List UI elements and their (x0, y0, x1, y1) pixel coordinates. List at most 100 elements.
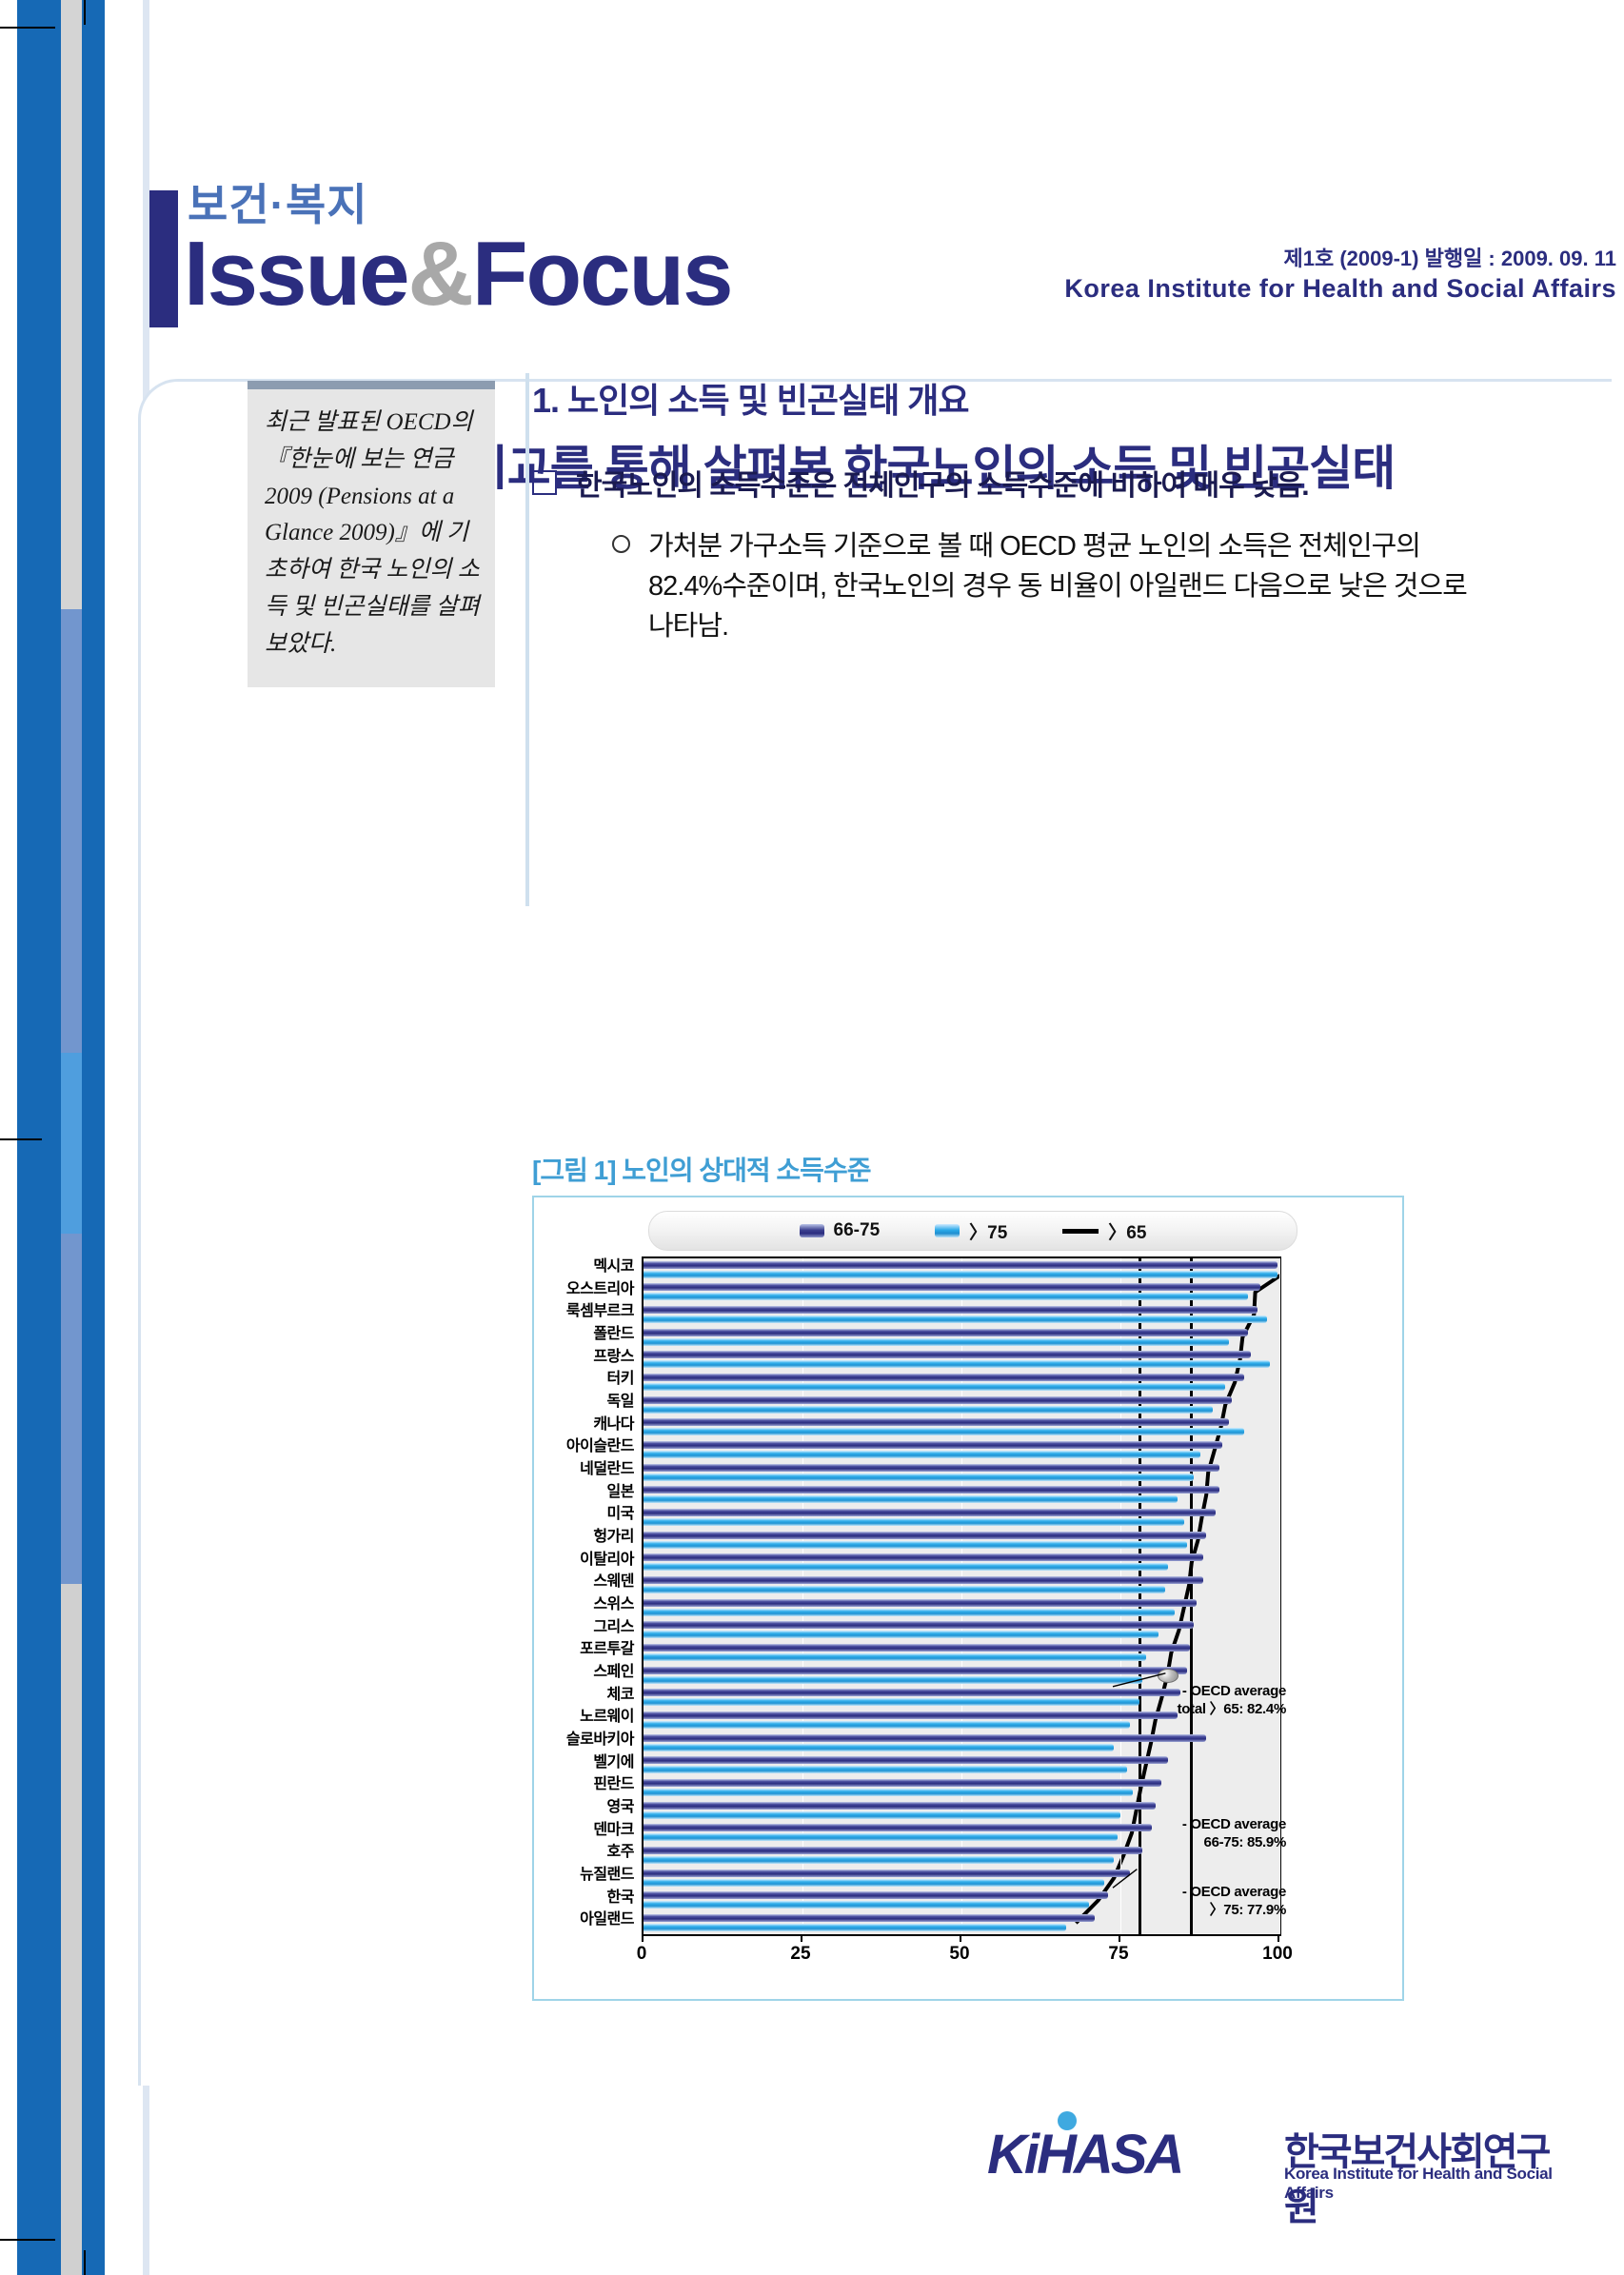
chart-bar-66-75 (644, 1440, 1222, 1449)
chart-category-label: 미국 (606, 1506, 635, 1523)
chart-bar-over-75 (644, 1810, 1120, 1819)
left-rail-secondary (82, 0, 105, 2275)
chart-bar-66-75 (644, 1869, 1131, 1877)
chart-bar-66-75 (644, 1733, 1207, 1742)
left-rail-segment-lightblue (61, 1053, 82, 1234)
chart-bar-66-75 (644, 1463, 1219, 1472)
chart-bar-66-75 (644, 1395, 1232, 1404)
annotation-oecd-total-65: - OECD average total 〉65: 82.4% (1115, 1682, 1287, 1719)
page-body: 보건·복지 Issue&Focus 제1호 (2009-1) 발행일 : 200… (138, 0, 1624, 2275)
chart-gridline (802, 1258, 803, 1934)
chart-category-label: 그리스 (593, 1618, 634, 1635)
figure-caption: [그림 1] 노인의 상대적 소득수준 (532, 1156, 871, 1185)
chart-gridline (1279, 1258, 1280, 1934)
chart-bar-66-75 (644, 1891, 1108, 1900)
chart-bar-over-75 (644, 1270, 1277, 1278)
chart-bar-over-75 (644, 1450, 1200, 1458)
chart-bar-66-75 (644, 1643, 1191, 1652)
chart-category-label: 멕시코 (593, 1257, 634, 1275)
legend-item-over-75: 〉75 (935, 1218, 1007, 1244)
chart-bar-66-75 (644, 1913, 1096, 1922)
chart-bar-over-75 (644, 1652, 1146, 1661)
chart-x-axis: 0 25 50 75 100 (637, 1934, 1293, 1974)
chart-category-label: 이탈리아 (580, 1551, 634, 1568)
chart-category-label: 한국 (606, 1889, 635, 1906)
chart-x-tick-label: 25 (790, 1944, 811, 1964)
summary-box-text: 최근 발표된 OECD의 『한눈에 보는 연금2009 (Pensions at… (248, 389, 495, 688)
chart-x-tick (1277, 1934, 1279, 1942)
chart-bar-66-75 (644, 1283, 1260, 1292)
chart-x-tick-label: 0 (636, 1944, 647, 1964)
chart-bar-over-75 (644, 1337, 1229, 1346)
annotation-oecd-total-65-line1: - OECD average (1181, 1682, 1286, 1699)
institute-name-english: Korea Institute for Health and Social Af… (1064, 274, 1616, 303)
circle-bullet-icon (612, 535, 630, 554)
chart-x-tick-label: 50 (949, 1944, 970, 1964)
chart-bar-over-75 (644, 1360, 1270, 1369)
chart-category-label: 포르투갈 (580, 1641, 634, 1658)
chart-category-label: 네덜란드 (580, 1460, 634, 1477)
annotation-oecd-total-65-line2: total 〉65: 82.4% (1177, 1700, 1287, 1717)
chart-bar-66-75 (644, 1305, 1258, 1314)
chart-bar-over-75 (644, 1563, 1169, 1572)
left-rail-segment-midblue-2 (61, 1234, 82, 1584)
square-bullet-icon (532, 470, 557, 495)
footer-org-korean: 한국보건사회연구원 (1284, 2131, 1551, 2228)
chart-highlight-marker (1158, 1669, 1179, 1684)
bullet-level-2: 가처분 가구소득 기준으로 볼 때 OECD 평균 노인의 소득은 전체인구의 … (612, 526, 1484, 646)
footer-logo: KiHASA 한국보건사회연구원 Korea Institute for Hea… (987, 2106, 1577, 2228)
chart-bar-over-75 (644, 1923, 1067, 1931)
chart-category-labels: 멕시코 오스트리아 룩셈부르크 폴란드 프랑스 터키 독일 캐나다 아이슬란드 네덜란드 일본 미국 헝… (534, 1256, 639, 1936)
chart-bar-over-75 (644, 1720, 1131, 1729)
chart-bar-66-75 (644, 1531, 1207, 1539)
annotation-oecd-66-75-line2: 66-75: 85.9% (1203, 1833, 1287, 1850)
legend-label-over-75: 〉75 (969, 1222, 1008, 1243)
chart-bar-66-75 (644, 1711, 1178, 1719)
chart-category-label: 아이슬란드 (565, 1438, 635, 1455)
chart-bar-over-75 (644, 1405, 1213, 1414)
chart-category-label: 아일랜드 (580, 1911, 634, 1929)
chart-category-label: 터키 (606, 1371, 635, 1388)
masthead-issue-word: Issue (184, 223, 409, 325)
chart-x-tick (1119, 1934, 1120, 1942)
chart-category-label: 노르웨이 (580, 1709, 634, 1726)
chart-bar-66-75 (644, 1666, 1188, 1674)
crop-mark-tl-v (84, 0, 86, 25)
chart-legend: 66-75 〉75 〉65 (648, 1211, 1297, 1251)
chart-bar-66-75 (644, 1508, 1217, 1516)
chart-bar-over-75 (644, 1788, 1134, 1796)
chart-category-label: 핀란드 (593, 1776, 634, 1793)
chart-bar-over-75 (644, 1743, 1115, 1751)
legend-item-66-75: 66-75 (799, 1220, 880, 1241)
crop-mark-tl-h (0, 27, 55, 29)
chart-category-label: 헝가리 (593, 1528, 634, 1545)
chart-bar-over-75 (644, 1517, 1184, 1526)
chart-category-label: 뉴질랜드 (580, 1866, 634, 1883)
chart-category-label: 스웨덴 (593, 1573, 634, 1591)
summary-box: 최근 발표된 OECD의 『한눈에 보는 연금2009 (Pensions at… (248, 381, 495, 688)
footer-org-english: Korea Institute for Health and Social Af… (1284, 2165, 1553, 2202)
chart-category-label: 슬로바키아 (565, 1731, 635, 1748)
chart-category-label: 룩셈부르크 (565, 1303, 635, 1320)
chart-bar-66-75 (644, 1846, 1143, 1854)
crop-mark-bl-h (0, 2239, 55, 2241)
chart-gridline (1120, 1258, 1121, 1934)
chart-bar-66-75 (644, 1801, 1156, 1810)
chart-category-label: 스위스 (593, 1595, 634, 1612)
chart-bar-over-75 (644, 1315, 1267, 1323)
chart-bar-66-75 (644, 1486, 1219, 1494)
masthead-accent-bar (149, 190, 178, 327)
chart-x-tick-label: 100 (1262, 1944, 1293, 1964)
chart-category-label: 폴란드 (593, 1325, 634, 1342)
bullet-level-1: 한국노인의 소득수준은 전체인구의 소득수준에 비하여 매우 낮음. (532, 466, 1484, 505)
chart-bar-66-75 (644, 1553, 1203, 1562)
masthead: 보건·복지 Issue&Focus 제1호 (2009-1) 발행일 : 200… (149, 169, 1624, 360)
chart-category-label: 영국 (606, 1798, 635, 1815)
chart-bar-66-75 (644, 1621, 1194, 1630)
main-column: 1. 노인의 소득 및 빈곤실태 개요 한국노인의 소득수준은 전체인구의 소득… (532, 373, 1484, 647)
chart-bar-over-75 (644, 1540, 1188, 1549)
chart-bar-66-75 (644, 1351, 1251, 1359)
left-rail-segment-grey-2 (61, 1584, 82, 2275)
chart-bar-over-75 (644, 1631, 1159, 1639)
left-rail-segment-grey (61, 0, 82, 609)
